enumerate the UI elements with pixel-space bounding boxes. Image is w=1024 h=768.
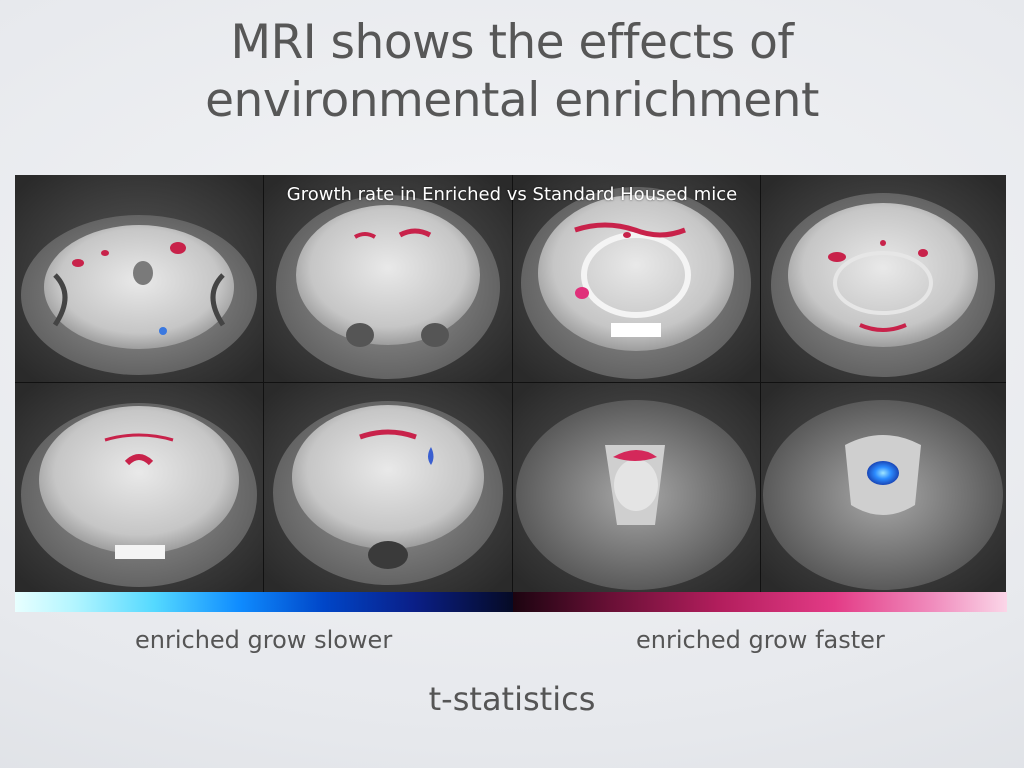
figure-caption: Growth rate in Enriched vs Standard Hous…: [286, 184, 738, 205]
mri-panel-7: [513, 383, 760, 592]
colorbar-positive: [513, 592, 1007, 612]
mri-panel-8: [761, 383, 1006, 592]
title-line-2: environmental enrichment: [205, 73, 819, 128]
mri-panel-2: [264, 175, 512, 382]
mri-panel-1: [15, 175, 263, 382]
mri-panel-5: [15, 383, 263, 592]
colorbar-negative-label: enriched grow slower: [135, 626, 393, 654]
colorbar-positive-label: enriched grow faster: [636, 626, 885, 654]
slide-title: MRI shows the effects of environmental e…: [0, 14, 1024, 130]
title-line-1: MRI shows the effects of: [230, 15, 794, 70]
colorbar-title: t-statistics: [428, 680, 596, 718]
mri-panel-3: [513, 175, 760, 382]
mri-panel-6: [264, 383, 512, 592]
mri-panel-grid: [15, 175, 1006, 592]
mri-panel-4: [761, 175, 1006, 382]
colorbar-negative: [15, 592, 513, 612]
